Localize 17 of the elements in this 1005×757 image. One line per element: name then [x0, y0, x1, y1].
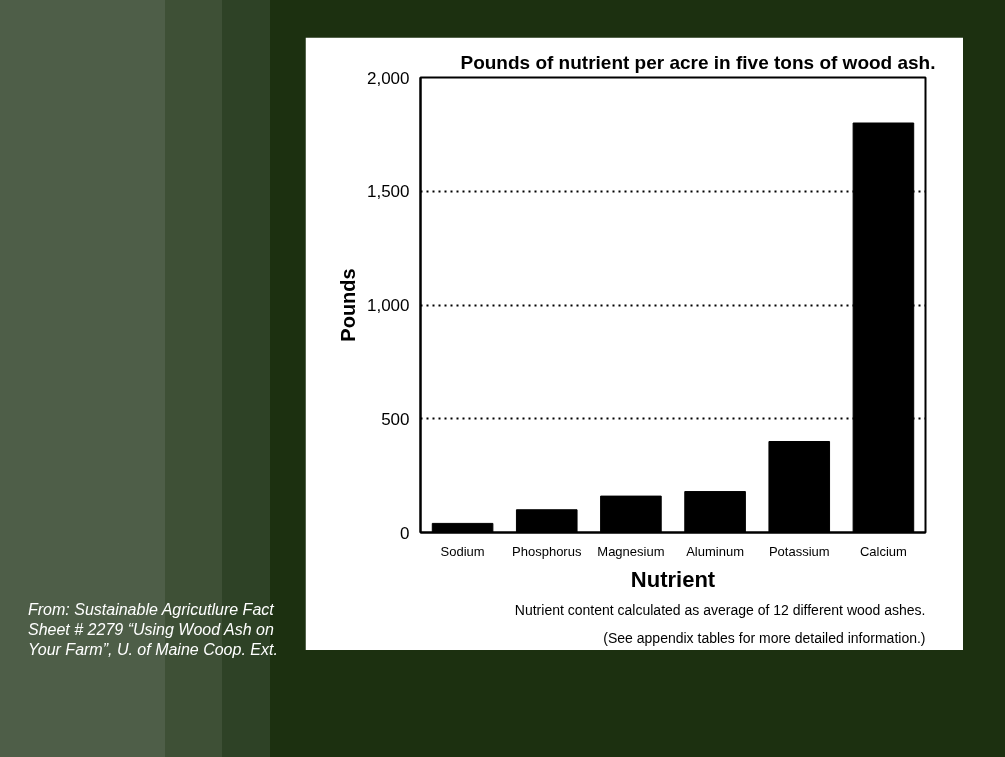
y-axis-title: Pounds — [336, 268, 359, 342]
x-axis-title: Nutrient — [630, 566, 716, 592]
x-tick-label: Potassium — [768, 543, 830, 559]
chart-title: Pounds of nutrient per acre in five tons of wood ash. — [460, 51, 936, 73]
text: Nutrient content calculated as average of 12 different wood ashes. — [514, 601, 926, 618]
text: From: Sustainable Agricutlure Fact Sheet # 2279 “Using Wood Ash on Your Farm”, U. of Maine Coop. Ext. — [28, 600, 279, 660]
y-tick-label: 500 — [381, 409, 410, 429]
x-tick-label: Phosphorus — [512, 543, 582, 559]
y-tick-label: 1,500 — [366, 182, 410, 202]
y-tick-label: 0 — [400, 523, 410, 543]
x-tick-label: Aluminum — [686, 543, 744, 559]
x-tick-label: Sodium — [440, 543, 485, 559]
y-tick-label: 2,000 — [366, 68, 410, 88]
text: (See appendix tables for more detailed information.) — [603, 629, 926, 646]
x-tick-label: Calcium — [859, 543, 907, 559]
x-tick-label: Magnesium — [597, 543, 665, 559]
y-tick-label: 1,000 — [366, 296, 410, 315]
